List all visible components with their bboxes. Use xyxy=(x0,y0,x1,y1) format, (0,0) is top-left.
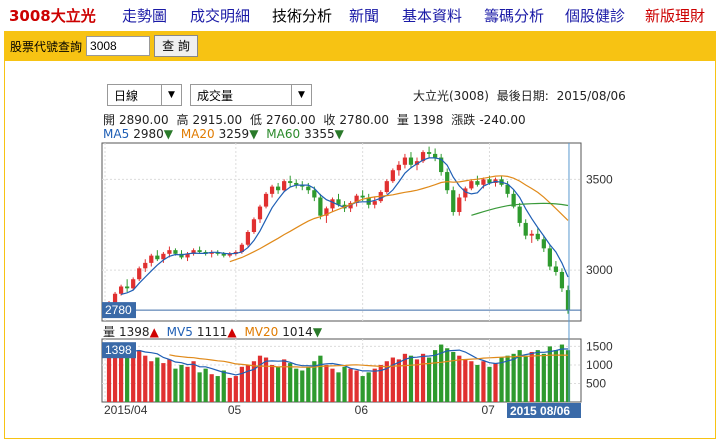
mv5-value: 1111 xyxy=(196,325,228,339)
period-select-value: 日線 xyxy=(114,88,139,103)
nav-new-finance[interactable]: 新版理財 xyxy=(645,7,706,25)
volume-label: 量 xyxy=(396,113,409,127)
ma60-label: MA60 xyxy=(266,127,301,141)
mv5-label: MV5 xyxy=(166,325,193,339)
chart-header: 大立光(3008) 最後日期: 2015/08/06 xyxy=(413,87,630,104)
mv5-direction-icon: ▲ xyxy=(227,325,237,339)
top-nav: 3008大立光 走勢圖 成交明細 技術分析 新聞 基本資料 籌碼分析 個股健診 … xyxy=(0,0,720,30)
ma20-value: 3259 xyxy=(218,127,250,141)
ma-legend: MA5 2980▼ MA20 3259▼ MA60 3355▼ xyxy=(103,127,348,141)
close-label: 收 xyxy=(323,113,336,127)
nav-stock-checkup[interactable]: 個股健診 xyxy=(565,7,626,25)
mv20-value: 1014 xyxy=(282,325,313,339)
high-value: 2915.00 xyxy=(192,113,243,127)
mv20-direction-icon: ▼ xyxy=(312,325,323,339)
high-label: 高 xyxy=(176,113,189,127)
chevron-down-icon: ▼ xyxy=(291,85,311,105)
change-value: -240.00 xyxy=(479,113,526,127)
ma60-direction-icon: ▼ xyxy=(334,127,344,141)
last-date-label: 最後日期: xyxy=(496,89,549,103)
open-value: 2890.00 xyxy=(119,113,169,127)
nav-technical-analysis[interactable]: 技術分析 xyxy=(272,7,333,25)
indicator-select-value: 成交量 xyxy=(197,88,234,103)
quote-line: 開 2890.00 高 2915.00 低 2760.00 收 2780.00 量 139… xyxy=(103,111,530,128)
volume-legend: 量 1398▲ MV5 1111▲ MV20 1014▼ xyxy=(103,323,326,340)
ma60-value: 3355 xyxy=(304,127,335,141)
ma20-direction-icon: ▼ xyxy=(249,127,259,141)
indicator-select[interactable]: 成交量 ▼ xyxy=(190,84,312,106)
period-select[interactable]: 日線 ▼ xyxy=(107,84,182,106)
vol-direction-icon: ▲ xyxy=(149,325,159,339)
stock-title: 3008大立光 xyxy=(9,7,96,25)
nav-chips-analysis[interactable]: 籌碼分析 xyxy=(484,7,545,25)
close-value: 2780.00 xyxy=(339,113,390,127)
nav-news[interactable]: 新聞 xyxy=(349,7,380,25)
ma5-direction-icon: ▼ xyxy=(163,127,173,141)
chevron-down-icon: ▼ xyxy=(161,85,181,105)
nav-basic-info[interactable]: 基本資料 xyxy=(402,7,463,25)
query-button[interactable]: 查 詢 xyxy=(154,35,199,57)
low-value: 2760.00 xyxy=(265,113,316,127)
stock-code-input[interactable] xyxy=(86,36,151,56)
last-date: 2015/08/06 xyxy=(556,89,626,103)
vol-label: 量 xyxy=(103,325,116,339)
ma20-label: MA20 xyxy=(180,127,215,141)
ma5-value: 2980 xyxy=(133,127,164,141)
ma5-label: MA5 xyxy=(103,127,130,141)
low-label: 低 xyxy=(249,113,262,127)
nav-transactions[interactable]: 成交明細 xyxy=(190,7,251,25)
vol-value: 1398 xyxy=(119,325,150,339)
nav-trend[interactable]: 走勢圖 xyxy=(122,7,168,25)
stock-query-bar: 股票代號查詢 查 詢 xyxy=(4,31,716,61)
volume-value: 1398 xyxy=(412,113,444,127)
query-label: 股票代號查詢 xyxy=(10,39,83,54)
mv20-label: MV20 xyxy=(244,325,279,339)
stock-name: 大立光(3008) xyxy=(413,89,489,103)
open-label: 開 xyxy=(103,113,116,127)
change-label: 漲跌 xyxy=(451,113,476,127)
